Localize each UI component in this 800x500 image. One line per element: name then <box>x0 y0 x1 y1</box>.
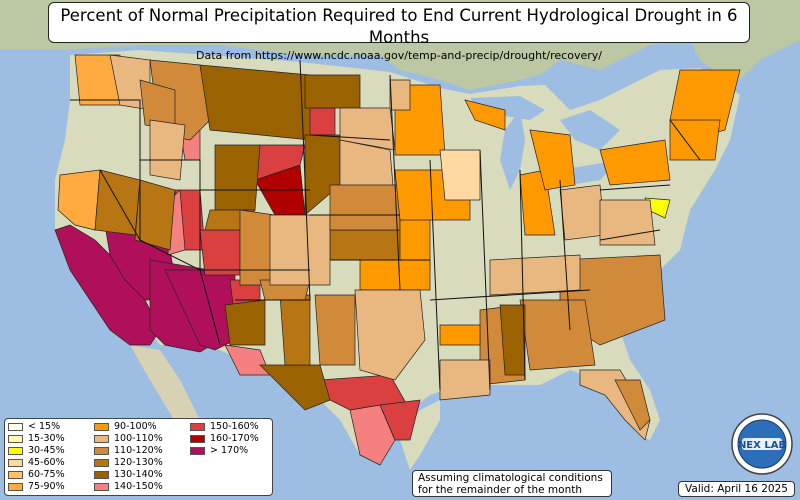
region-oregon-120 <box>57 169 101 231</box>
region-florida-120 <box>614 379 651 431</box>
legend-swatch <box>94 471 109 479</box>
legend-item: 140-150% <box>94 481 190 493</box>
legend-swatch <box>8 423 23 431</box>
legend-label: > 170% <box>210 445 249 456</box>
region-northdakota-130 <box>304 74 361 109</box>
legend-item: 130-140% <box>94 469 190 481</box>
region-panhandle-120 <box>279 294 311 366</box>
legend-swatch <box>8 435 23 443</box>
region-colorado-150 <box>199 229 241 276</box>
legend-item: 45-60% <box>8 457 94 469</box>
legend-label: < 15% <box>28 421 61 432</box>
logo-text: NEX LAB <box>738 440 786 451</box>
legend-item: 75-90% <box>8 481 94 493</box>
legend-label: 120-130% <box>114 457 163 468</box>
region-oklahoma-south-90 <box>359 259 431 291</box>
legend-swatch <box>94 423 109 431</box>
legend-label: 30-45% <box>28 445 65 456</box>
region-illinois-100 <box>439 149 481 201</box>
region-kansas-110 <box>269 214 331 286</box>
region-montana-130 <box>199 64 311 141</box>
legend-item: > 170% <box>190 445 270 457</box>
region-newengland-south-90 <box>669 119 721 161</box>
legend-item: < 15% <box>8 421 94 433</box>
legend-swatch <box>94 483 109 491</box>
legend-swatch <box>94 459 109 467</box>
region-wisconsin-90 <box>464 99 506 131</box>
legend-label: 130-140% <box>114 469 163 480</box>
region-florida-110 <box>579 369 651 441</box>
legend-swatch <box>190 447 205 455</box>
legend-label: 90-100% <box>114 421 157 432</box>
region-utah-west-120 <box>134 179 176 251</box>
legend-swatch <box>8 483 23 491</box>
legend-swatch <box>8 471 23 479</box>
legend: < 15% 15-30% 30-45% 45-60% 60-75% 75-90% 90-10… <box>4 418 273 496</box>
legend-item: 90-100% <box>94 421 190 433</box>
region-georgia-120 <box>519 299 596 371</box>
legend-swatch <box>94 435 109 443</box>
region-oregon-central-110 <box>149 119 186 181</box>
climatology-note: Assuming climatological conditions for t… <box>412 470 612 497</box>
region-nevada-north-120 <box>94 169 141 236</box>
region-texas-east-110 <box>354 289 426 381</box>
legend-swatch <box>8 459 23 467</box>
valid-date: Valid: April 16 2025 <box>678 481 795 497</box>
nexlab-logo: NEX LAB <box>731 413 793 475</box>
legend-swatch <box>94 447 109 455</box>
map-title: Percent of Normal Precipitation Required… <box>60 6 738 47</box>
legend-swatch <box>8 447 23 455</box>
legend-label: 75-90% <box>28 481 65 492</box>
legend-item: 15-30% <box>8 433 94 445</box>
title-box: Percent of Normal Precipitation Required… <box>48 2 750 62</box>
legend-label: 110-120% <box>114 445 163 456</box>
region-tennessee-110 <box>489 254 581 296</box>
legend-label: 60-75% <box>28 469 65 480</box>
legend-label: 150-160% <box>210 421 259 432</box>
map-subtitle: Data from https://www.ncdc.noaa.gov/temp… <box>196 49 602 62</box>
region-arkansas-90 <box>439 324 481 346</box>
region-pennsylvania-90 <box>599 139 671 186</box>
legend-label: 45-60% <box>28 457 65 468</box>
region-texas-120 <box>314 294 356 366</box>
legend-label: 100-110% <box>114 433 163 444</box>
region-virginia-110 <box>599 199 656 246</box>
region-texas-west-130 <box>259 364 331 411</box>
region-louisiana-100 <box>439 359 491 401</box>
region-ohio-110 <box>559 184 606 241</box>
legend-item: 100-110% <box>94 433 190 445</box>
region-minnesota-110 <box>389 79 411 111</box>
legend-label: 140-150% <box>114 481 163 492</box>
drought-regions <box>54 54 741 466</box>
legend-swatch <box>190 423 205 431</box>
legend-item: 110-120% <box>94 445 190 457</box>
legend-label: 160-170% <box>210 433 259 444</box>
state-borders <box>70 59 701 391</box>
region-michigan-90 <box>529 129 576 191</box>
legend-item: 30-45% <box>8 445 94 457</box>
region-texas-gulf-130 <box>379 399 421 441</box>
legend-item: 60-75% <box>8 469 94 481</box>
legend-item: 120-130% <box>94 457 190 469</box>
region-kansas-east-110 <box>329 184 401 231</box>
legend-item: 160-170% <box>190 433 270 445</box>
region-newmexico-west-130 <box>224 299 266 346</box>
legend-item: 150-160% <box>190 421 270 433</box>
legend-label: 15-30% <box>28 433 65 444</box>
legend-swatch <box>190 435 205 443</box>
region-wyoming-west-130 <box>214 144 261 211</box>
